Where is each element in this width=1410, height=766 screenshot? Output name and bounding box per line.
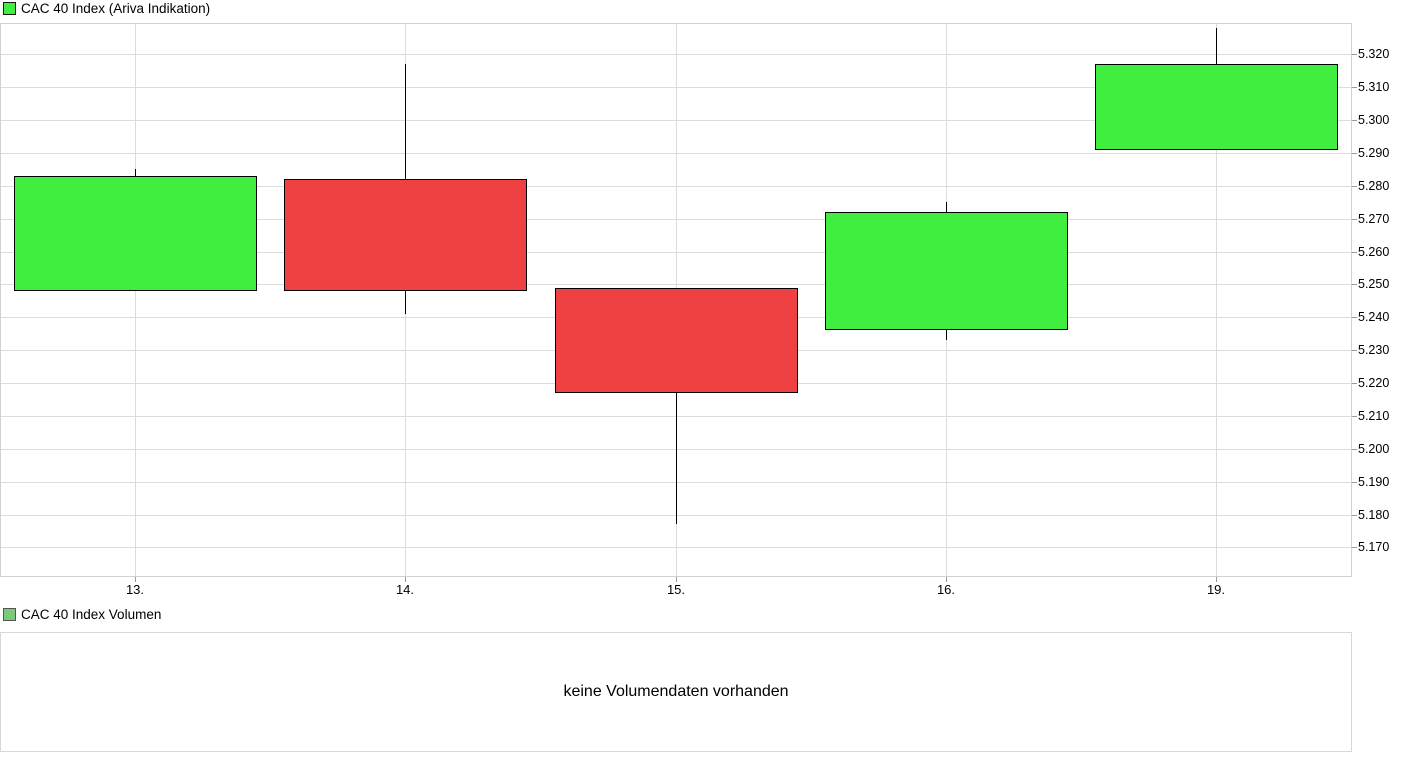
price-chart-title: CAC 40 Index (Ariva Indikation): [21, 1, 211, 16]
candle-upper-wick: [405, 64, 406, 179]
y-axis-tick: [1351, 416, 1357, 417]
y-axis-label: 5.240: [1358, 310, 1390, 324]
price-plot-border: [0, 23, 1352, 577]
candle-upper-wick: [135, 169, 136, 176]
y-axis-label: 5.310: [1358, 80, 1390, 94]
x-axis-label: 19.: [1206, 582, 1226, 597]
y-gridline: [0, 219, 1351, 220]
candle-lower-wick: [405, 291, 406, 314]
y-gridline: [0, 252, 1351, 253]
x-axis-label: 15.: [666, 582, 686, 597]
candle-body: [14, 176, 257, 291]
y-axis-tick: [1351, 120, 1357, 121]
y-axis-tick: [1351, 547, 1357, 548]
y-axis-tick: [1351, 383, 1357, 384]
y-axis-tick: [1351, 87, 1357, 88]
y-gridline: [0, 186, 1351, 187]
y-axis-tick: [1351, 219, 1357, 220]
x-axis-label: 13.: [125, 582, 145, 597]
x-gridline: [135, 23, 136, 577]
y-axis-label: 5.320: [1358, 47, 1390, 61]
y-gridline: [0, 284, 1351, 285]
y-axis-label: 5.210: [1358, 409, 1390, 423]
y-axis-label: 5.200: [1358, 442, 1390, 456]
candle-body: [555, 288, 798, 393]
x-axis-label: 16.: [936, 582, 956, 597]
y-axis-label: 5.170: [1358, 540, 1390, 554]
y-axis-label: 5.250: [1358, 277, 1390, 291]
y-gridline: [0, 54, 1351, 55]
volume-empty-message: keine Volumendaten vorhanden: [563, 683, 789, 700]
y-axis-label: 5.190: [1358, 475, 1390, 489]
y-axis-tick: [1351, 482, 1357, 483]
y-gridline: [0, 515, 1351, 516]
candle-upper-wick: [946, 202, 947, 212]
y-axis-label: 5.260: [1358, 245, 1390, 259]
y-gridline: [0, 120, 1351, 121]
y-axis-label: 5.180: [1358, 508, 1390, 522]
price-series-swatch-icon: [3, 2, 16, 15]
y-gridline: [0, 449, 1351, 450]
y-axis-tick: [1351, 186, 1357, 187]
y-axis-tick: [1351, 317, 1357, 318]
y-axis-label: 5.230: [1358, 343, 1390, 357]
y-gridline: [0, 87, 1351, 88]
y-axis-tick: [1351, 153, 1357, 154]
x-axis-label: 14.: [395, 582, 415, 597]
x-axis-tick: [135, 577, 136, 582]
y-axis-label: 5.270: [1358, 212, 1390, 226]
y-axis-tick: [1351, 515, 1357, 516]
x-axis-tick: [946, 577, 947, 582]
candle-lower-wick: [946, 330, 947, 340]
y-axis-label: 5.290: [1358, 146, 1390, 160]
volume-chart-title: CAC 40 Index Volumen: [21, 607, 162, 622]
candle-upper-wick: [1216, 28, 1217, 64]
x-gridline: [1216, 23, 1217, 577]
y-axis-label: 5.280: [1358, 179, 1390, 193]
y-axis-label: 5.220: [1358, 376, 1390, 390]
candle-body: [825, 212, 1068, 330]
y-axis-tick: [1351, 252, 1357, 253]
y-gridline: [0, 416, 1351, 417]
y-gridline: [0, 482, 1351, 483]
volume-series-swatch-icon: [3, 608, 16, 621]
x-axis-tick: [676, 577, 677, 582]
price-chart-legend: CAC 40 Index (Ariva Indikation): [3, 1, 210, 16]
y-axis-tick: [1351, 54, 1357, 55]
volume-plot-area: keine Volumendaten vorhanden: [0, 632, 1352, 752]
candle-body: [1095, 64, 1338, 150]
candle-body: [284, 179, 527, 291]
y-axis-tick: [1351, 350, 1357, 351]
y-gridline: [0, 153, 1351, 154]
y-axis-tick: [1351, 284, 1357, 285]
candle-lower-wick: [676, 393, 677, 524]
y-axis-tick: [1351, 449, 1357, 450]
x-axis-tick: [405, 577, 406, 582]
volume-chart-legend: CAC 40 Index Volumen: [3, 607, 161, 622]
y-gridline: [0, 547, 1351, 548]
x-axis-tick: [1216, 577, 1217, 582]
y-axis-label: 5.300: [1358, 113, 1390, 127]
